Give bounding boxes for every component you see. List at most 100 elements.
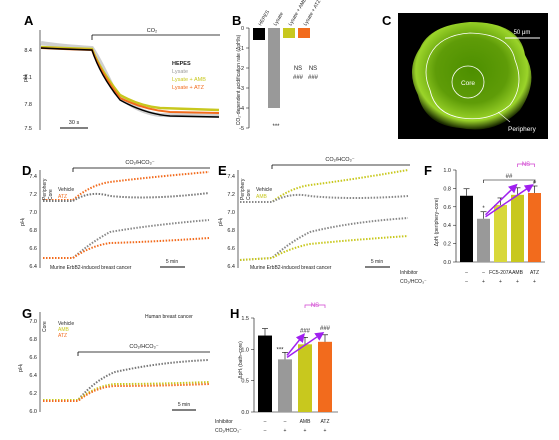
y-tick-label: 0 xyxy=(241,26,244,32)
co2-value: + xyxy=(482,279,485,285)
panel-label-e: E xyxy=(218,163,227,178)
panel-g: G 7.0 6.8 6.6 6.4 6.2 6.0 pHᵢ CO₂/HCO₃⁻ … xyxy=(18,306,210,415)
tumor-tissue xyxy=(411,22,532,130)
time-scale-label: 5 min xyxy=(178,402,190,408)
caption: Murine ErbB2-induced breast cancer xyxy=(250,265,332,271)
panel-label-c: C xyxy=(382,13,392,28)
tick: 8.4 xyxy=(24,48,32,54)
inhibitor-value: AMB xyxy=(300,419,312,425)
tick: 7.8 xyxy=(24,102,32,108)
bar-lysate-amb xyxy=(283,28,295,38)
co2-value: + xyxy=(324,428,327,434)
co2-value: + xyxy=(533,279,536,285)
arrow-amb xyxy=(286,333,305,356)
sig-ns-atz: NS xyxy=(309,66,317,72)
bar-fc5-207a xyxy=(494,204,507,262)
sig-lysate: *** xyxy=(272,124,280,130)
y-tick-label: 0.2 xyxy=(443,242,451,248)
y-tick-label: 0.8 xyxy=(443,186,451,192)
tick: 6.8 xyxy=(29,228,37,234)
bar-co2 xyxy=(477,218,490,262)
inhibitor-value: – xyxy=(465,270,468,276)
sig-hash-atz: ### xyxy=(320,326,331,332)
trace-vehicle xyxy=(43,359,210,401)
inhibitor-row-label: Inhibitor xyxy=(215,419,233,425)
y-axis-label: ΔpHᵢ (periphery–core) xyxy=(434,197,440,246)
co2-value: + xyxy=(499,279,502,285)
sig-hash1: # xyxy=(533,180,537,186)
panel-e: E 7.4 7.2 7.0 6.8 6.6 6.4 pHᵢ CO₂/HCO₃⁻ … xyxy=(218,157,410,271)
y-tick-label: 1.5 xyxy=(241,316,249,322)
bar-atz xyxy=(318,341,332,412)
tick: 6.6 xyxy=(227,246,235,252)
panel-a: A 8.4 8.1 7.8 7.5 pHᵢ CO₂ HEPES Lysate L… xyxy=(23,13,220,132)
ns-bracket xyxy=(517,163,535,167)
bar-amb xyxy=(298,344,312,412)
key-periphery: Periphery xyxy=(240,178,246,200)
caption: Human breast cancer xyxy=(145,314,193,320)
trace-core-amb xyxy=(239,235,409,261)
y-tick-label: 0.6 xyxy=(443,205,451,211)
sig-hash2: ## xyxy=(506,174,513,180)
co2-value: – xyxy=(465,279,468,285)
tick: 7.0 xyxy=(29,319,37,325)
y-tick-label: 0.0 xyxy=(443,260,451,266)
co2-bar-label: CO₂/HCO₃⁻ xyxy=(325,157,354,163)
trace-periphery-amb xyxy=(240,169,409,203)
y-tick-label: -1 xyxy=(239,46,244,52)
inhibitor-value: ATZ xyxy=(320,419,329,425)
scale-bar-label: 50 μm xyxy=(514,30,531,36)
y-axis-label: CO₂-dependent acidification rate (ΔpH/s) xyxy=(236,34,242,125)
bar-amb xyxy=(511,194,524,262)
y-tick-label: -2 xyxy=(239,66,244,72)
panel-f: F ΔpHᵢ (periphery–core) Inhibitor CO₂/HC… xyxy=(400,162,545,285)
legend-amb: AMB xyxy=(256,194,268,200)
trace-amb xyxy=(43,381,210,401)
sig-ns: NS xyxy=(522,162,530,168)
y-axis-label: pHᵢ xyxy=(20,218,26,226)
co2-bar-label: CO₂ xyxy=(147,28,157,34)
inhibitor-value: – xyxy=(264,419,267,425)
panel-d: D 7.4 7.2 7.0 6.8 6.6 6.4 pHᵢ CO₂/HCO₃⁻ … xyxy=(20,160,210,271)
time-scale-label: 5 min xyxy=(166,259,178,265)
core-label: Core xyxy=(461,80,475,87)
tick: 7.4 xyxy=(227,174,235,180)
tick: 7.2 xyxy=(29,192,37,198)
bar-hepes xyxy=(253,28,265,40)
y-tick-label: 1.0 xyxy=(241,347,249,353)
legend-lysate: Lysate xyxy=(172,69,188,75)
trace-atz xyxy=(43,383,210,402)
tick: 6.4 xyxy=(29,264,37,270)
inhibitor-value: ATZ xyxy=(530,270,539,276)
y-tick-label: -3 xyxy=(239,86,244,92)
periphery-outline xyxy=(425,32,520,120)
y-tick-label: 1.0 xyxy=(443,168,451,174)
y-axis-label: pHᵢ xyxy=(18,364,24,372)
core-outline xyxy=(451,65,485,99)
panel-label-a: A xyxy=(24,13,34,28)
panel-c: C Core Periphery 50 μm xyxy=(382,13,548,139)
bar-co2 xyxy=(278,359,292,412)
co2-bar-label: CO₂/HCO₃⁻ xyxy=(125,160,154,166)
ns-bracket xyxy=(304,304,326,308)
legend-vehicle: Vehicle xyxy=(58,321,74,327)
sig-hash-amb: ### xyxy=(300,328,311,334)
legend-vehicle: Vehicle xyxy=(256,187,272,193)
tick: 7.2 xyxy=(227,192,235,198)
legend-atz: ATZ xyxy=(58,333,67,339)
tick: 6.4 xyxy=(29,373,37,379)
sig-ns: NS xyxy=(311,303,319,309)
tick: 6.8 xyxy=(29,337,37,343)
tick: 7.0 xyxy=(29,210,37,216)
panel-label-b: B xyxy=(232,13,241,28)
legend-hepes: HEPES xyxy=(172,61,191,67)
tick: 6.8 xyxy=(227,228,235,234)
arrow-atz xyxy=(286,331,325,358)
co2-value: + xyxy=(304,428,307,434)
panel-label-h: H xyxy=(230,306,239,321)
y-tick-label: -4 xyxy=(239,106,244,112)
panel-b: B CO₂-dependent acidification rate (ΔpH/… xyxy=(232,0,322,132)
bar-ctrl xyxy=(460,195,473,262)
y-tick-label: 0.4 xyxy=(443,223,451,229)
